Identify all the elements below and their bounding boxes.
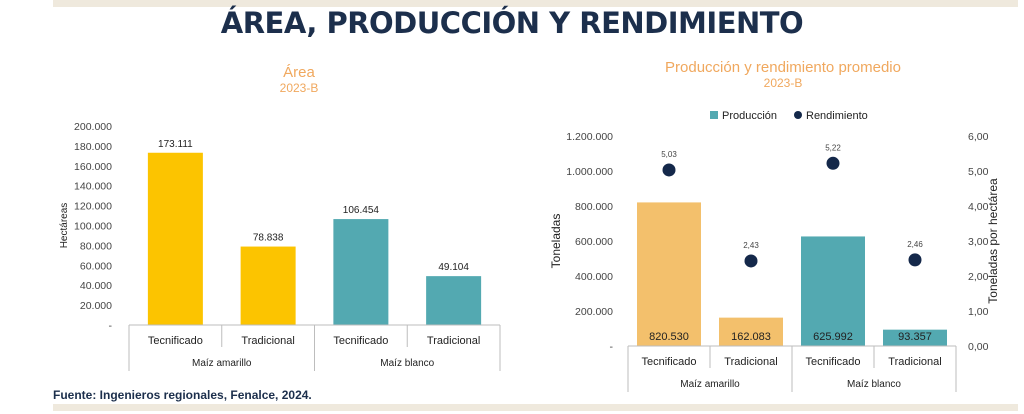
chart1-y-axis-label: Hectáreas <box>59 203 70 249</box>
chart1-ytick-label: 100.000 <box>74 221 112 233</box>
chart2-category-label: Tradicional <box>724 356 777 368</box>
chart1-ytick-label: 200.000 <box>74 121 112 133</box>
chart2-legend-label-rendimiento: Rendimiento <box>806 110 868 122</box>
chart2-ytick-label: 400.000 <box>575 271 613 283</box>
chart2-group-label: Maíz blanco <box>847 379 901 390</box>
chart1-bar <box>147 152 203 325</box>
chart1-subtitle: 2023-B <box>280 81 319 95</box>
chart2-point <box>662 163 676 177</box>
chart1-title: Área <box>283 64 315 81</box>
chart2-bar <box>637 202 701 346</box>
chart2-point <box>744 254 758 268</box>
chart2-point-value-label: 5,03 <box>661 150 677 159</box>
chart1-ytick-label: 160.000 <box>74 161 112 173</box>
chart2-bar <box>801 236 865 346</box>
chart2-subtitle: 2023-B <box>764 76 803 90</box>
chart2-y-axis-label: Toneladas <box>549 214 563 269</box>
chart2-ytick-label: 1.000.000 <box>566 166 613 178</box>
chart1-ytick-label: - <box>109 320 113 332</box>
chart2-title: Producción y rendimiento promedio <box>665 59 901 76</box>
chart1-bar-value-label: 78.838 <box>253 233 284 244</box>
bottom-decor-band <box>53 404 1018 411</box>
chart1-group-label: Maíz blanco <box>380 358 434 369</box>
chart1-category-label: Tecnificado <box>148 335 203 347</box>
chart2-ytick-label: - <box>610 341 614 353</box>
chart2-ytick-label: 1.200.000 <box>566 131 613 143</box>
chart2-ytick-label: 200.000 <box>575 306 613 318</box>
chart2-ytick-right-label: 6,00 <box>968 131 989 143</box>
chart2-ytick-right-label: 4,00 <box>968 201 989 213</box>
chart2-legend-swatch-produccion <box>710 111 718 119</box>
chart1-bar <box>333 219 389 325</box>
chart2-ytick-right-label: 5,00 <box>968 166 989 178</box>
chart1-category-label: Tradicional <box>427 335 480 347</box>
chart1-category-label: Tecnificado <box>333 335 388 347</box>
chart2-bar-value-label: 820.530 <box>649 331 689 343</box>
chart2-bar <box>719 317 783 346</box>
chart2-ytick-label: 800.000 <box>575 201 613 213</box>
chart2-point-value-label: 2,46 <box>907 240 923 249</box>
chart2-bar-value-label: 93.357 <box>898 331 932 343</box>
chart2-point-value-label: 5,22 <box>825 143 841 152</box>
chart2-bar-value-label: 625.992 <box>813 331 853 343</box>
chart2-legend-marker-rendimiento <box>794 111 802 119</box>
chart2-category-label: Tecnificado <box>805 356 860 368</box>
chart2-category-label: Tecnificado <box>641 356 696 368</box>
chart2-ytick-right-label: 2,00 <box>968 271 989 283</box>
chart2-ytick-label: 600.000 <box>575 236 613 248</box>
chart1-bar-value-label: 173.111 <box>158 139 193 150</box>
chart1-group-label: Maíz amarillo <box>192 358 252 369</box>
chart1-ytick-label: 120.000 <box>74 201 112 213</box>
chart1-ytick-label: 60.000 <box>80 260 112 272</box>
chart2-point <box>908 253 922 267</box>
top-decor-band <box>53 0 1018 7</box>
chart1-ytick-label: 140.000 <box>74 181 112 193</box>
page-title: ÁREA, PRODUCCIÓN Y RENDIMIENTO <box>220 6 804 40</box>
chart2-legend-label-produccion: Producción <box>722 110 777 122</box>
chart1-ytick-label: 20.000 <box>80 300 112 312</box>
chart2-group-label: Maíz amarillo <box>680 379 740 390</box>
chart2-ytick-right-label: 1,00 <box>968 306 989 318</box>
chart2-category-label: Tradicional <box>888 356 941 368</box>
chart1-category-label: Tradicional <box>241 335 294 347</box>
chart2-ytick-right-label: 3,00 <box>968 236 989 248</box>
source-note: Fuente: Ingenieros regionales, Fenalce, … <box>53 388 312 402</box>
chart2-point-value-label: 2,43 <box>743 241 759 250</box>
chart1-ytick-label: 40.000 <box>80 280 112 292</box>
chart1-ytick-label: 80.000 <box>80 240 112 252</box>
chart2-y-axis-right-label: Toneladas por hectárea <box>986 178 1000 304</box>
chart2-point <box>826 156 840 170</box>
chart2-ytick-right-label: 0,00 <box>968 341 989 353</box>
chart1-bar <box>240 246 296 325</box>
chart1-bar-value-label: 106.454 <box>343 205 380 216</box>
chart2-bar <box>883 329 947 346</box>
chart1-bar <box>426 276 482 325</box>
chart1-bar-value-label: 49.104 <box>438 262 469 273</box>
chart2-bar-value-label: 162.083 <box>731 331 771 343</box>
chart1-ytick-label: 180.000 <box>74 141 112 153</box>
